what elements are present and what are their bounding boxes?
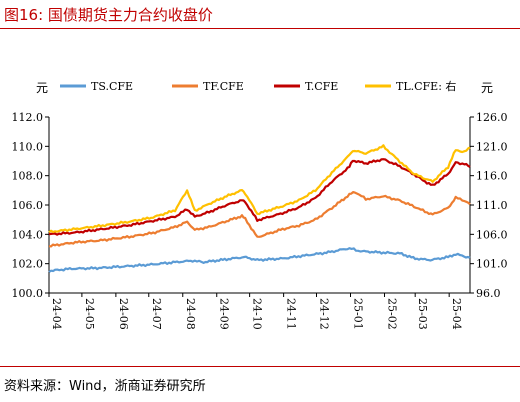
y-right-tick-label: 121.0 [476,140,508,153]
x-tick-label: 24-05 [83,298,96,330]
x-tick-label: 24-06 [117,298,130,330]
series-line-tf-cfe [48,191,471,248]
x-tick-label: 24-12 [318,298,331,330]
y-left-unit: 元 [36,81,48,95]
legend-label: TS.CFE [91,80,133,93]
x-tick-label: 24-07 [150,298,163,330]
y-left-tick-label: 112.0 [12,111,44,124]
figure-title: 图16: 国债期货主力合约收盘价 [4,6,213,24]
y-left-tick-label: 108.0 [12,170,44,183]
x-tick-label: 24-11 [285,298,298,330]
x-tick-label: 25-01 [351,298,364,330]
source-note: 资料来源：Wind，浙商证券研究所 [4,379,206,394]
y-right-unit: 元 [481,81,493,95]
y-left-tick-label: 104.0 [12,228,44,241]
y-left-tick-label: 102.0 [12,258,44,271]
x-tick-label: 24-08 [184,298,197,330]
x-tick-label: 25-02 [385,298,398,330]
x-tick-label: 24-09 [218,298,231,330]
y-right-tick-label: 126.0 [476,111,508,124]
series-line-ts-cfe [48,247,471,273]
y-left-tick-label: 100.0 [12,287,44,300]
y-right-tick-label: 116.0 [476,170,508,183]
y-right-tick-label: 111.0 [476,199,508,212]
legend-label: TF.CFE [203,80,244,93]
legend: TS.CFE TF.CFE T.CFE TL.CFE: 右 [60,79,456,93]
axes: 100.0 102.0 104.0 106.0 108.0 110.0 112.0 96.0 1… [12,81,508,330]
source-rule [0,366,520,367]
y-left-tick-label: 106.0 [12,199,44,212]
series-line-t-cfe [48,158,471,236]
line-chart: 100.0 102.0 104.0 106.0 108.0 110.0 112.0 96.0 1… [12,79,508,330]
y-left-tick-label: 110.0 [12,140,44,153]
series-layer [48,144,471,273]
legend-label: TL.CFE: 右 [396,79,456,93]
y-right-tick-label: 106.0 [476,228,508,241]
y-right-tick-label: 101.0 [476,258,508,271]
x-tick-label: 24-04 [50,298,63,330]
x-tick-label: 24-10 [251,298,264,330]
x-tick-label: 25-03 [416,298,429,330]
legend-label: T.CFE [305,80,338,93]
title-rule [0,28,520,29]
series-line-tl-cfe [48,144,471,234]
y-right-tick-label: 96.0 [476,287,501,300]
x-tick-label: 25-04 [450,298,463,330]
